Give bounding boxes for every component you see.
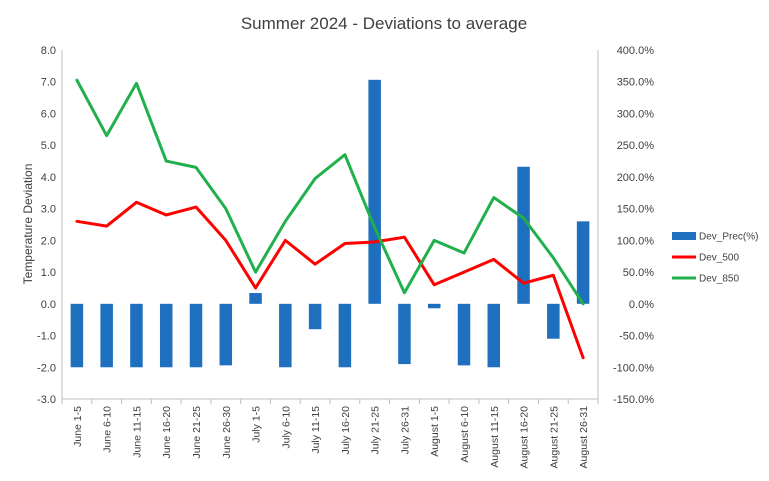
y-tick-label: 4.0: [41, 172, 56, 184]
y2-tick-label: 350.0%: [617, 77, 655, 89]
chart-title: Summer 2024 - Deviations to average: [241, 14, 527, 33]
precip-bar: [219, 303, 233, 366]
precip-bar: [189, 303, 203, 368]
axes: [61, 50, 599, 404]
legend: Dev_Prec(%) Dev_500 Dev_850: [672, 232, 758, 285]
precip-bar: [338, 303, 352, 368]
legend-swatch: [672, 232, 696, 240]
precip-bar: [249, 293, 262, 304]
y-tick-label: -2.0: [37, 362, 56, 374]
y-tick-label: 5.0: [41, 140, 56, 152]
precip-bar: [159, 303, 173, 368]
tick-labels: 8.0 7.0 6.0 5.0 4.0 3.0 2.0 1.0 0.0 -1.0 -2.0 -3.0 4…: [37, 45, 654, 468]
y-tick-label: 8.0: [41, 45, 56, 57]
y2-tick-label: 150.0%: [617, 204, 655, 216]
legend-label: Dev_Prec(%): [699, 232, 758, 243]
precip-bar: [308, 303, 322, 330]
y-tick-label: 2.0: [41, 235, 56, 247]
precip-bar: [70, 303, 84, 368]
y-axis-title: Temperature Deviation: [21, 164, 35, 285]
y-tick-label: 3.0: [41, 204, 56, 216]
legend-label: Dev_850: [699, 274, 739, 285]
y2-tick-label: 0.0%: [629, 299, 654, 311]
temperature-lines: [75, 78, 585, 360]
y2-tick-label: 250.0%: [617, 140, 655, 152]
x-tick-label: July 21-25: [370, 406, 382, 455]
legend-label: Dev_500: [699, 253, 739, 264]
precip-bar: [457, 303, 471, 366]
series-line-dev-850: [75, 78, 585, 306]
precip-bar: [487, 303, 501, 368]
precip-bar: [279, 303, 292, 368]
precip-bar: [100, 303, 113, 368]
y2-tick-label: 100.0%: [617, 235, 655, 247]
x-tick-label: June 1-5: [72, 406, 84, 447]
x-tick-label: July 1-5: [251, 406, 263, 443]
x-tick-label: June 26-30: [221, 406, 233, 459]
x-tick-label: August 6-10: [459, 406, 471, 463]
precip-bar: [398, 303, 411, 365]
precip-bar: [547, 303, 560, 339]
y2-tick-label: -150.0%: [613, 394, 654, 406]
x-tick-label: August 11-15: [489, 406, 501, 468]
y2-tick-label: -100.0%: [613, 362, 654, 374]
x-tick-label: August 16-20: [519, 406, 531, 469]
x-tick-label: June 16-20: [161, 406, 173, 459]
y-tick-label: -3.0: [37, 394, 56, 406]
y2-tick-label: 300.0%: [617, 108, 655, 120]
x-tick-label: July 11-15: [310, 406, 322, 454]
y2-tick-label: 200.0%: [617, 172, 655, 184]
x-tick-label: August 1-5: [429, 406, 441, 457]
x-tick-label: June 11-15: [131, 406, 143, 458]
x-tick-label: June 21-25: [191, 406, 203, 459]
x-tick-label: August 21-25: [548, 406, 560, 469]
x-tick-label: July 26-31: [399, 406, 411, 455]
x-tick-label: August 26-31: [578, 406, 590, 469]
series-line-dev-500: [75, 200, 585, 360]
precip-bar: [517, 166, 530, 304]
y-tick-label: 1.0: [41, 267, 56, 279]
y-tick-label: 0.0: [41, 299, 56, 311]
x-tick-label: July 16-20: [340, 406, 352, 455]
precip-bar: [130, 303, 143, 368]
y2-tick-label: 50.0%: [623, 267, 654, 279]
x-tick-label: June 6-10: [102, 406, 114, 453]
y-tick-label: -1.0: [37, 331, 56, 343]
precip-bar: [368, 79, 381, 304]
y-tick-label: 7.0: [41, 77, 56, 89]
x-tick-label: July 6-10: [280, 406, 292, 449]
precipitation-bars: [70, 79, 590, 368]
y2-tick-label: -50.0%: [619, 331, 654, 343]
precip-bar: [427, 303, 441, 309]
precip-bar: [576, 221, 590, 304]
y2-tick-label: 400.0%: [617, 45, 655, 57]
y-tick-label: 6.0: [41, 108, 56, 120]
